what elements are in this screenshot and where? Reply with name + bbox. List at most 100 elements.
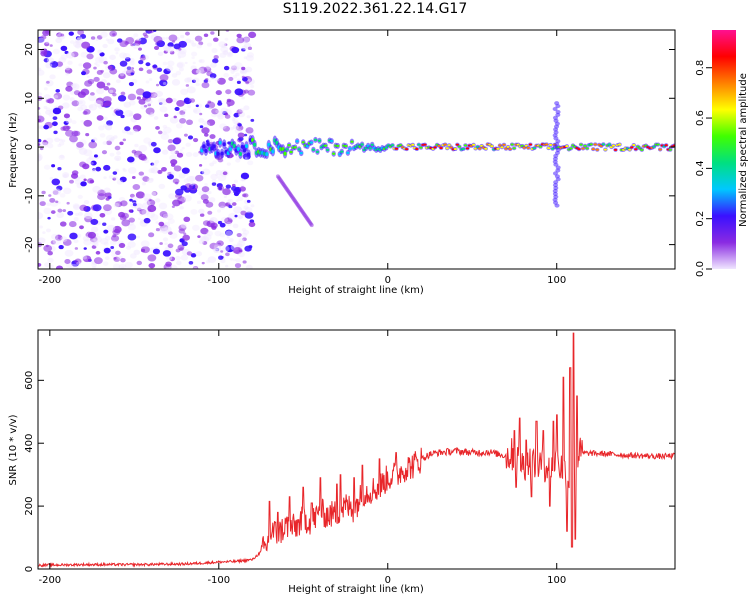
spectrogram-cell bbox=[134, 143, 139, 148]
spectrogram-cell bbox=[50, 210, 56, 214]
spectrogram-cell bbox=[52, 116, 58, 121]
spectrogram-cell bbox=[181, 167, 190, 174]
spectrogram-cell bbox=[350, 140, 354, 143]
spectrogram-cell bbox=[148, 78, 153, 81]
spectrogram-cell bbox=[159, 106, 168, 113]
spectrogram-cell bbox=[552, 171, 558, 176]
spectrogram-cell bbox=[69, 263, 79, 269]
spectrogram-cell bbox=[165, 255, 173, 261]
spectrogram-cell bbox=[102, 72, 111, 79]
spectrogram-cell bbox=[173, 165, 182, 172]
spectrogram-cell bbox=[80, 181, 87, 187]
spectrogram-cell bbox=[151, 162, 158, 167]
spectrogram-cell bbox=[193, 109, 198, 113]
spectrogram-cell bbox=[74, 247, 79, 250]
snr-series-line bbox=[38, 332, 675, 569]
spectrogram-heatmap bbox=[38, 30, 675, 269]
spectrogram-cell bbox=[219, 123, 227, 130]
spectrogram-cell bbox=[83, 119, 93, 127]
spectrogram-cell bbox=[552, 188, 558, 193]
spectrogram-cell bbox=[230, 70, 235, 74]
spectrogram-cell bbox=[39, 147, 44, 151]
spectrogram-cell bbox=[43, 105, 48, 110]
spectrogram-cell bbox=[245, 127, 254, 134]
spectrogram-cell bbox=[186, 175, 195, 183]
spectrogram-cell bbox=[526, 146, 530, 149]
spectrogram-cell bbox=[336, 144, 340, 148]
spectrogram-cell bbox=[150, 214, 159, 221]
spectrogram-cell bbox=[224, 112, 229, 116]
spectrogram-cell bbox=[165, 45, 175, 53]
spectrogram-cell bbox=[120, 91, 126, 96]
spectrogram-cell bbox=[199, 58, 205, 64]
spectrogram-cell bbox=[46, 143, 54, 149]
spectrogram-cell bbox=[183, 194, 192, 202]
spectrogram-cell bbox=[585, 147, 589, 150]
spectrogram-cell bbox=[144, 98, 153, 105]
spectrogram-cell bbox=[207, 210, 213, 215]
spectrogram-cell bbox=[283, 151, 287, 156]
spectrogram-cell bbox=[155, 83, 160, 87]
spectrogram-cell bbox=[136, 37, 142, 42]
spectrogram-cell bbox=[76, 141, 84, 148]
spectrogram-cell bbox=[46, 228, 51, 233]
spectrogram-cell bbox=[240, 210, 247, 216]
spectrogram-cell bbox=[93, 76, 100, 82]
spectrogram-cell bbox=[132, 183, 141, 191]
spectrogram-cell bbox=[247, 160, 254, 166]
spectrogram-cell bbox=[83, 212, 93, 220]
spectrogram-cell bbox=[178, 47, 182, 51]
spectrogram-cell bbox=[226, 162, 231, 166]
spectrogram-cell bbox=[301, 141, 305, 144]
spectrogram-cell bbox=[238, 238, 245, 243]
spectrogram-cell bbox=[181, 241, 188, 247]
spectrogram-cell bbox=[128, 112, 134, 117]
colorbar-tick-label: 0.4 bbox=[695, 160, 706, 176]
spectrogram-cell bbox=[90, 218, 99, 226]
spectrogram-cell bbox=[185, 31, 190, 36]
spectrogram-cell bbox=[157, 130, 163, 135]
spectrogram-cell bbox=[152, 248, 161, 255]
spectrogram-cell bbox=[250, 84, 255, 89]
spectrogram-cell bbox=[62, 239, 72, 246]
spectrogram-cell bbox=[241, 45, 248, 50]
spectrogram-cell bbox=[555, 112, 561, 117]
spectrogram-cell bbox=[43, 87, 48, 91]
spectrogram-cell bbox=[165, 36, 170, 40]
spectrogram-cell bbox=[102, 222, 107, 227]
spectrogram-cell bbox=[166, 65, 174, 72]
spectrogram-cell bbox=[113, 135, 118, 139]
spectrogram-cell bbox=[129, 193, 135, 198]
spectrogram-cell bbox=[235, 72, 240, 77]
spectrogram-cell bbox=[220, 216, 229, 223]
spectrogram-cell bbox=[242, 229, 250, 235]
spectrogram-cell bbox=[166, 173, 170, 177]
snr-panel: -200 -100 0 100 0 200 400 600 Height of straigh… bbox=[8, 329, 676, 595]
spectrogram-cell bbox=[118, 263, 127, 269]
spectrogram-cell bbox=[203, 133, 209, 137]
spectrogram-cell bbox=[502, 143, 506, 146]
spectrogram-cell bbox=[44, 262, 51, 268]
spectrogram-cell bbox=[77, 30, 85, 36]
spectrogram-cell bbox=[528, 143, 532, 146]
spectrogram-cell bbox=[222, 50, 229, 55]
spectrogram-cell bbox=[114, 155, 122, 162]
spectrogram-cell bbox=[77, 194, 83, 200]
spectrogram-cell bbox=[200, 235, 210, 243]
spectrogram-cell bbox=[164, 113, 169, 118]
spectrogram-cell bbox=[113, 202, 120, 208]
spectrogram-cell bbox=[164, 242, 169, 246]
spectrogram-x-tick-label: -100 bbox=[207, 275, 230, 286]
spectrogram-cell bbox=[112, 263, 121, 269]
spectrogram-cell bbox=[65, 66, 71, 71]
spectrogram-cell bbox=[225, 230, 233, 236]
spectrogram-cell bbox=[555, 109, 561, 114]
spectrogram-cell bbox=[165, 261, 172, 267]
spectrogram-y-tick-label: 20 bbox=[24, 43, 35, 56]
spectrogram-cell bbox=[238, 140, 242, 143]
spectrogram-cell bbox=[190, 209, 198, 215]
spectrogram-cell bbox=[447, 144, 451, 147]
spectrogram-cell bbox=[195, 251, 203, 257]
